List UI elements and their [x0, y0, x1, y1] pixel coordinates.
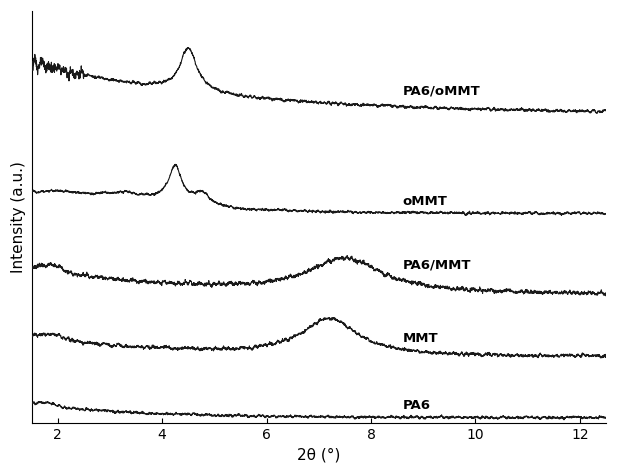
- Text: PA6/oMMT: PA6/oMMT: [402, 84, 480, 98]
- X-axis label: 2θ (°): 2θ (°): [297, 448, 341, 463]
- Text: PA6: PA6: [402, 399, 430, 412]
- Text: PA6/MMT: PA6/MMT: [402, 258, 471, 271]
- Y-axis label: Intensity (a.u.): Intensity (a.u.): [11, 161, 26, 273]
- Text: MMT: MMT: [402, 332, 438, 345]
- Text: oMMT: oMMT: [402, 194, 447, 208]
